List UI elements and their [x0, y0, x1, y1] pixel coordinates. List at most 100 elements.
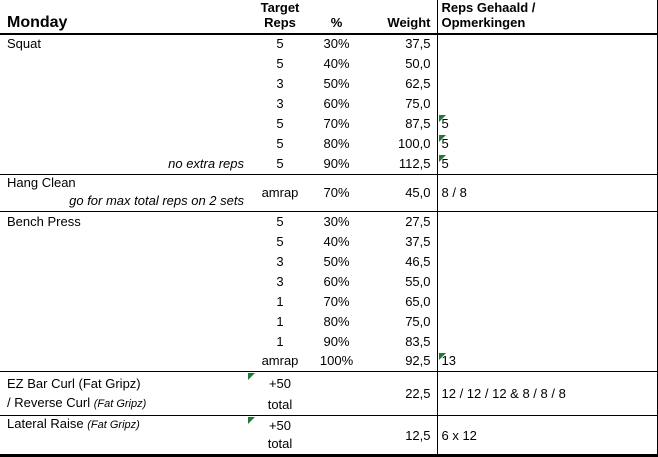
cell-exercise[interactable] [0, 272, 247, 292]
cell-result[interactable]: 5 [436, 154, 658, 174]
cell-percent[interactable] [313, 436, 360, 456]
cell-exercise[interactable] [0, 54, 247, 74]
cell-target-reps[interactable]: 5 [276, 136, 284, 151]
cell-exercise[interactable]: Bench Press [0, 211, 247, 232]
cell-result[interactable] [436, 211, 658, 232]
cell-percent[interactable]: 40% [323, 56, 350, 71]
cell-exercise[interactable] [0, 332, 247, 352]
cell-exercise[interactable]: Lateral Raise (Fat Gripz) [0, 415, 247, 436]
cell-result[interactable] [436, 291, 658, 312]
cell-result[interactable] [436, 311, 658, 332]
cell-weight[interactable]: 87,5 [405, 116, 431, 131]
cell-exercise[interactable] [0, 94, 247, 114]
cell-weight[interactable]: 112,5 [398, 155, 431, 171]
cell-percent[interactable]: 50% [323, 253, 350, 269]
cell-target-reps[interactable]: 1 [276, 293, 284, 309]
cell-result[interactable] [436, 33, 658, 54]
cell-result[interactable]: 13 [436, 351, 658, 372]
cell-percent[interactable]: 80% [323, 136, 350, 151]
cell-target-reps[interactable]: amrap [261, 353, 299, 368]
cell-percent[interactable]: 90% [323, 155, 350, 171]
cell-percent[interactable]: 30% [313, 33, 360, 54]
cell-percent[interactable]: 70% [313, 173, 360, 212]
cell-percent[interactable] [313, 415, 360, 436]
cell-weight[interactable]: 83,5 [405, 333, 431, 349]
cell-weight[interactable]: 37,5 [360, 33, 437, 54]
cell-weight[interactable]: 55,0 [405, 273, 431, 289]
table-row: Bench Press 5 30% 27,5 [0, 211, 658, 232]
cell-target-reps[interactable]: +50 [247, 371, 313, 394]
cell-result[interactable] [436, 231, 658, 252]
cell-exercise[interactable]: Hang Clean [0, 173, 247, 193]
cell-weight[interactable]: 46,5 [405, 253, 431, 269]
cell-percent[interactable] [313, 394, 360, 416]
cell-percent[interactable]: 70% [323, 293, 350, 309]
cell-result[interactable] [436, 74, 658, 94]
cell-exercise[interactable]: Squat [0, 33, 247, 54]
cell-note[interactable]: go for max total reps on 2 sets [69, 193, 244, 208]
cell-result[interactable] [436, 54, 658, 74]
col-header-target-reps: Target Reps [247, 0, 313, 35]
cell-exercise[interactable] [0, 232, 247, 252]
cell-weight[interactable]: 75,0 [405, 96, 431, 111]
cell-exercise[interactable] [0, 436, 247, 456]
cell-weight[interactable]: 45,0 [360, 173, 437, 212]
cell-percent[interactable]: 70% [323, 116, 350, 131]
cell-exercise[interactable] [0, 252, 247, 272]
cell-target-reps[interactable]: 3 [276, 273, 284, 289]
cell-percent[interactable]: 80% [323, 313, 350, 329]
cell-target-reps[interactable]: +50 [247, 415, 313, 436]
cell-weight[interactable]: 100,0 [397, 136, 431, 151]
cell-exercise[interactable] [0, 352, 247, 372]
cell-target-reps[interactable]: total [267, 436, 293, 451]
cell-exercise[interactable]: EZ Bar Curl (Fat Gripz) [0, 371, 247, 394]
cell-weight[interactable]: 27,5 [360, 211, 437, 232]
cell-result[interactable]: 6 x 12 [436, 415, 658, 456]
cell-weight[interactable]: 92,5 [405, 353, 431, 368]
cell-target-reps[interactable]: 3 [276, 76, 284, 91]
cell-target-reps[interactable]: 1 [276, 333, 284, 349]
cell-percent[interactable] [313, 371, 360, 394]
cell-percent[interactable]: 100% [319, 353, 354, 368]
cell-weight[interactable]: 75,0 [405, 313, 431, 329]
cell-percent[interactable]: 40% [323, 233, 350, 249]
cell-result[interactable]: 12 / 12 / 12 & 8 / 8 / 8 [436, 371, 658, 416]
cell-exercise[interactable] [0, 292, 247, 312]
error-indicator-icon [248, 417, 255, 424]
cell-target-reps[interactable]: total [267, 397, 293, 412]
cell-percent[interactable]: 60% [323, 273, 350, 289]
cell-target-reps[interactable]: 5 [276, 233, 284, 249]
cell-target-reps[interactable]: 5 [276, 155, 284, 171]
cell-weight[interactable]: 62,5 [405, 76, 431, 91]
cell-target-reps[interactable]: 5 [276, 116, 284, 131]
cell-weight[interactable]: 37,5 [405, 233, 431, 249]
cell-exercise[interactable]: / Reverse Curl (Fat Gripz) [0, 394, 247, 416]
cell-exercise[interactable] [0, 134, 247, 154]
cell-target-reps[interactable]: 1 [276, 313, 284, 329]
cell-percent[interactable]: 30% [313, 211, 360, 232]
cell-result[interactable] [436, 94, 658, 114]
cell-result[interactable] [436, 331, 658, 352]
cell-target-reps[interactable]: 3 [276, 96, 284, 111]
cell-result[interactable]: 8 / 8 [436, 173, 658, 212]
cell-result[interactable] [436, 251, 658, 272]
cell-result[interactable]: 5 [436, 114, 658, 134]
cell-target-reps[interactable]: 5 [276, 56, 284, 71]
cell-weight[interactable]: 22,5 [360, 371, 437, 416]
cell-target-reps[interactable]: 3 [276, 253, 284, 269]
cell-result[interactable]: 5 [436, 134, 658, 154]
cell-exercise[interactable] [0, 312, 247, 332]
cell-weight[interactable]: 12,5 [360, 415, 437, 456]
cell-result[interactable] [436, 271, 658, 292]
cell-exercise[interactable] [0, 114, 247, 134]
cell-exercise[interactable] [0, 74, 247, 94]
cell-target-reps[interactable]: 5 [247, 211, 313, 232]
cell-percent[interactable]: 90% [323, 333, 350, 349]
cell-weight[interactable]: 50,0 [405, 56, 431, 71]
cell-target-reps[interactable]: 5 [247, 33, 313, 54]
cell-percent[interactable]: 60% [323, 96, 350, 111]
cell-target-reps[interactable]: amrap [247, 173, 313, 212]
cell-note[interactable]: no extra reps [168, 155, 244, 171]
cell-percent[interactable]: 50% [323, 76, 350, 91]
cell-weight[interactable]: 65,0 [405, 293, 431, 309]
